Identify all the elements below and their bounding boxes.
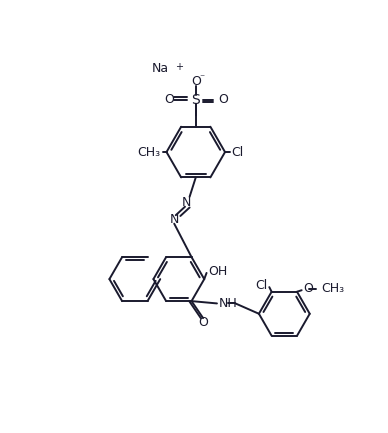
Text: O: O (218, 93, 228, 106)
Text: Na: Na (152, 62, 169, 75)
Text: O: O (191, 75, 201, 88)
Text: Cl: Cl (231, 145, 243, 158)
Text: +: + (175, 61, 183, 71)
Text: Cl: Cl (256, 279, 268, 292)
Text: OH: OH (208, 265, 227, 278)
Text: ⁻: ⁻ (199, 73, 204, 83)
Text: O: O (303, 282, 313, 295)
Text: CH₃: CH₃ (137, 145, 160, 158)
Text: NH: NH (218, 297, 237, 310)
Text: O: O (164, 93, 174, 106)
Text: S: S (191, 93, 200, 107)
Text: CH₃: CH₃ (322, 282, 345, 295)
Text: O: O (198, 316, 208, 329)
Text: N: N (182, 196, 191, 209)
Text: N: N (170, 213, 179, 226)
